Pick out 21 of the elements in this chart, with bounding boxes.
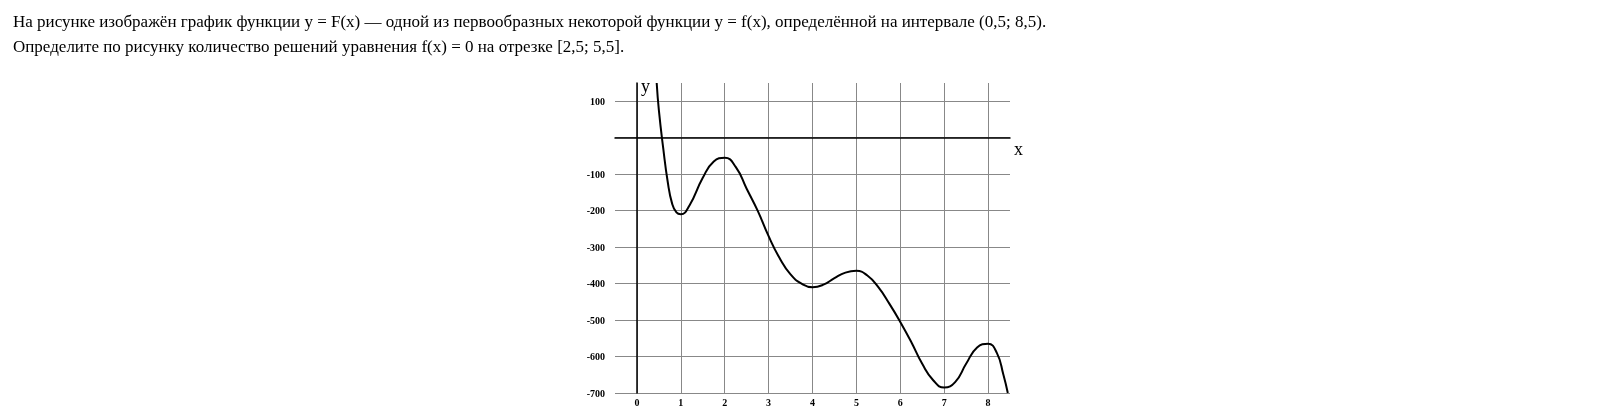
x-tick-label: 7 [941, 396, 947, 408]
y-tick-label: -600 [586, 351, 605, 363]
text: Определите по рисунку количество решений уравнения f(x) = 0 на отрезке [2,5; 5,5]. [13, 37, 625, 56]
x-tick-label: 4 [810, 396, 815, 408]
x-tick-label: 8 [985, 396, 991, 408]
x-tick-label: 6 [897, 396, 903, 408]
y-tick-label: -500 [586, 314, 605, 326]
x-tick-label: 5 [853, 396, 859, 408]
y-tick-label: -100 [586, 168, 605, 180]
y-tick-label: -400 [586, 278, 605, 290]
y-tick-label: -700 [586, 387, 605, 399]
x-tick-label: 3 [766, 396, 772, 408]
x-axis-title: x [1014, 138, 1023, 159]
chart-title: На рисунке изображён график функции y = F(x) — одной из первообразных некоторой функции y = f(x), определённой на интервале (0,5; 8,5). [13, 12, 1047, 31]
y-axis-title: y [640, 76, 650, 96]
y-tick-label: -300 [586, 241, 605, 253]
x-tick-label: 1 [678, 396, 684, 408]
y-tick-label: 100 [590, 95, 605, 107]
x-tick-label: 0 [634, 396, 640, 408]
x-tick-label: 2 [722, 396, 728, 408]
y-tick-label: -200 [586, 205, 605, 217]
